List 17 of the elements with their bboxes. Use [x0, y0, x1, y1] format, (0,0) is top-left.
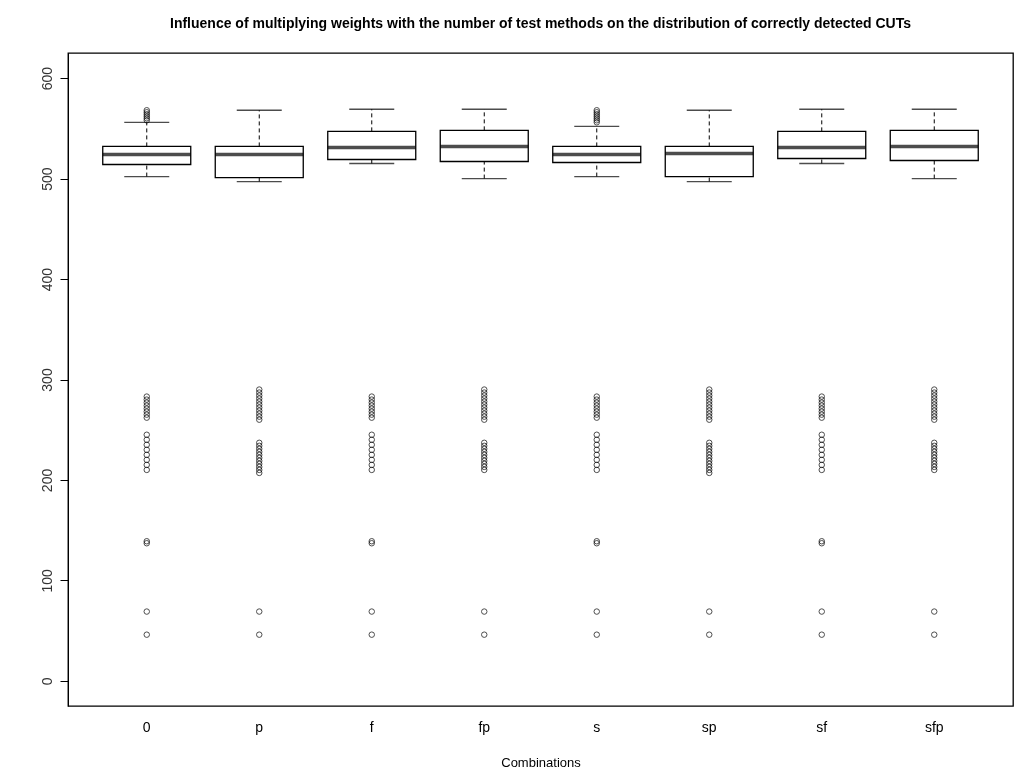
x-axis-title: Combinations	[501, 754, 582, 770]
y-tick-label: 400	[38, 267, 55, 292]
x-tick-label: sp	[701, 718, 717, 735]
x-tick-label: f	[369, 718, 374, 735]
chart-title: Influence of multiplying weights with the number of test methods on the distribution of correctly detected CUTs	[169, 15, 912, 31]
x-tick-label: sf	[816, 718, 828, 735]
y-tick-label: 300	[38, 368, 55, 392]
x-tick-label: fp	[478, 718, 491, 735]
x-tick-label: s	[593, 718, 601, 735]
x-tick-label: sfp	[924, 718, 944, 735]
y-tick-label: 0	[38, 677, 55, 686]
y-tick-label: 600	[38, 66, 55, 91]
y-tick-label: 200	[38, 468, 55, 493]
y-tick-label: 500	[38, 167, 55, 191]
x-tick-label: p	[255, 718, 264, 735]
y-tick-label: 100	[38, 569, 55, 593]
x-tick-label: 0	[142, 718, 151, 735]
